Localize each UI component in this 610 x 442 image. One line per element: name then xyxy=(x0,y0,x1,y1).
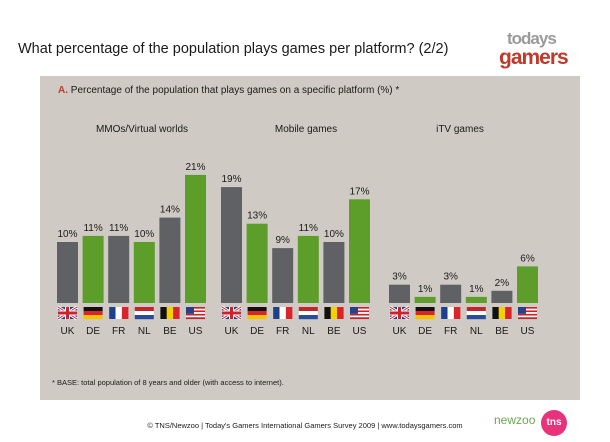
tick-label: BE xyxy=(495,326,509,337)
bar-fr xyxy=(440,284,462,303)
tick-label: US xyxy=(521,326,535,337)
todays-gamers-logo: todays gamers xyxy=(499,26,574,72)
data-label: 1% xyxy=(469,284,484,295)
tick-label: DE xyxy=(250,326,264,337)
bar-be xyxy=(491,290,513,303)
data-label: 3% xyxy=(392,272,407,283)
bar-uk xyxy=(389,284,410,303)
data-label: 3% xyxy=(443,272,458,283)
tick-label: DE xyxy=(418,326,432,337)
flag-us-icon xyxy=(518,307,537,320)
tick-label: UK xyxy=(393,326,407,337)
flag-uk-icon xyxy=(389,305,410,321)
flag-us-icon xyxy=(186,307,205,320)
bar-us xyxy=(349,199,370,303)
subtitle-text: Percentage of the population that plays … xyxy=(70,85,400,96)
data-label: 13% xyxy=(247,211,267,222)
bar-us xyxy=(185,174,206,303)
tick-label: DE xyxy=(86,326,100,337)
data-label: 14% xyxy=(160,205,180,216)
tick-label: BE xyxy=(327,326,341,337)
flag-be-icon xyxy=(492,307,512,319)
chart-title: MMOs/Virtual worlds xyxy=(96,124,188,135)
flag-us-icon xyxy=(350,307,369,320)
data-label: 2% xyxy=(495,278,510,289)
chart-title: Mobile games xyxy=(275,124,337,135)
flag-de-icon xyxy=(247,307,267,320)
chart-group-2: iTV games 3% UK 1% DE 3% FR 1% NL 2% BE 6% US xyxy=(389,124,538,337)
data-label: 6% xyxy=(520,253,535,264)
tns-logo: tns xyxy=(541,410,567,436)
chart-title: iTV games xyxy=(436,124,484,135)
flag-nl-icon xyxy=(298,307,318,320)
tick-label: FR xyxy=(276,326,289,337)
svg-text:todays: todays xyxy=(507,29,556,48)
data-label: 11% xyxy=(83,223,102,234)
data-label: 10% xyxy=(57,229,77,240)
tick-label: UK xyxy=(225,326,239,337)
data-label: 19% xyxy=(221,174,241,185)
flag-fr-icon xyxy=(273,307,293,319)
data-label: 11% xyxy=(299,223,318,234)
flag-de-icon xyxy=(83,307,103,320)
bar-de xyxy=(82,235,104,303)
flag-be-icon xyxy=(160,307,180,319)
footer-credit: © TNS/Newzoo | Today's Gamers Internatio… xyxy=(147,421,463,430)
bar-fr xyxy=(272,248,294,303)
data-label: 10% xyxy=(134,229,154,240)
bar-de xyxy=(414,296,436,303)
chart-group-1: Mobile games 19% UK 13% DE 9% FR 11% NL 10% BE 17% U… xyxy=(221,124,370,337)
chart-group-0: MMOs/Virtual worlds 10% UK 11% DE 11% FR 10% NL 1… xyxy=(57,124,206,337)
data-label: 10% xyxy=(324,229,344,240)
tick-label: NL xyxy=(138,326,151,337)
flag-be-icon xyxy=(324,307,344,319)
tick-label: UK xyxy=(61,326,75,337)
chart-subtitle: A. Percentage of the population that pla… xyxy=(58,85,399,96)
bar-uk xyxy=(57,242,78,303)
bar-nl xyxy=(297,235,319,303)
flag-uk-icon xyxy=(57,305,78,321)
data-label: 1% xyxy=(418,284,433,295)
tick-label: FR xyxy=(444,326,457,337)
flag-fr-icon xyxy=(109,307,129,319)
subtitle-letter: A. xyxy=(58,85,68,96)
data-label: 11% xyxy=(109,223,128,234)
flag-uk-icon xyxy=(221,305,242,321)
data-label: 17% xyxy=(349,186,369,197)
tick-label: US xyxy=(189,326,203,337)
tick-label: US xyxy=(353,326,367,337)
tick-label: FR xyxy=(112,326,125,337)
flag-nl-icon xyxy=(134,307,154,320)
tick-label: NL xyxy=(470,326,483,337)
tick-label: NL xyxy=(302,326,315,337)
footnote: * BASE: total population of 8 years and … xyxy=(52,378,284,387)
bar-be xyxy=(159,217,181,303)
bar-be xyxy=(323,242,345,303)
bar-uk xyxy=(221,187,242,303)
data-label: 21% xyxy=(185,162,205,173)
flag-nl-icon xyxy=(466,307,486,320)
data-label: 9% xyxy=(275,235,290,246)
flag-de-icon xyxy=(415,307,435,320)
tick-label: BE xyxy=(163,326,177,337)
page-title: What percentage of the population plays … xyxy=(18,41,449,57)
flag-fr-icon xyxy=(441,307,461,319)
bar-us xyxy=(517,266,538,303)
bar-de xyxy=(246,223,268,303)
svg-text:gamers: gamers xyxy=(499,46,568,69)
newzoo-logo: newzoo xyxy=(494,413,536,427)
bar-fr xyxy=(108,235,130,303)
bar-nl xyxy=(133,242,155,303)
bar-nl xyxy=(465,296,487,303)
